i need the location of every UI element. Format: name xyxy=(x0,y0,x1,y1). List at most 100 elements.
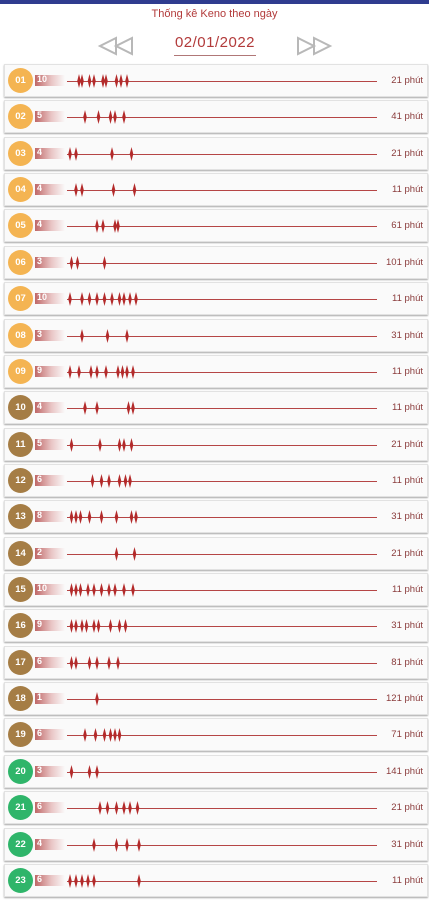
double-right-arrow-icon[interactable] xyxy=(294,36,334,56)
hit-marker xyxy=(69,510,74,525)
hit-markers xyxy=(83,110,126,125)
number-row[interactable]: 15 10 11 phút xyxy=(4,573,428,607)
number-row[interactable]: 12 6 11 phút xyxy=(4,463,428,497)
draw-timeline xyxy=(67,553,377,555)
number-row[interactable]: 16 9 31 phút xyxy=(4,609,428,643)
hit-marker xyxy=(131,401,135,416)
date-display[interactable]: 02/01/2022 xyxy=(174,34,256,51)
number-row[interactable]: 02 5 41 phút xyxy=(4,100,428,134)
hit-markers xyxy=(83,728,122,743)
time-since-last-hit: 11 phút xyxy=(392,365,423,377)
hit-marker xyxy=(68,364,72,379)
hit-count-badge: 6 xyxy=(35,801,65,814)
hit-marker xyxy=(87,764,92,779)
number-row[interactable]: 06 3 101 phút xyxy=(4,245,428,279)
draw-timeline xyxy=(67,844,377,846)
hit-count-badge: 3 xyxy=(35,329,65,341)
hit-marker xyxy=(87,510,92,525)
hit-marker xyxy=(105,801,110,816)
number-row[interactable]: 23 6 11 phút xyxy=(4,863,428,897)
hit-count-value: 6 xyxy=(37,801,43,812)
number-ball: 21 xyxy=(8,795,33,821)
number-row[interactable]: 04 4 11 phút xyxy=(4,173,428,207)
draw-timeline xyxy=(67,808,377,810)
hit-count-value: 4 xyxy=(37,146,43,157)
hit-marker xyxy=(83,110,87,125)
hit-marker xyxy=(74,873,78,888)
number-ball: 09 xyxy=(8,358,33,384)
number-row[interactable]: 10 4 11 phút xyxy=(4,391,428,425)
hit-marker xyxy=(125,364,129,379)
number-ball: 10 xyxy=(8,395,33,421)
time-since-last-hit: 31 phút xyxy=(391,838,423,850)
number-row[interactable]: 09 9 11 phút xyxy=(4,354,428,388)
number-row[interactable]: 01 10 21 phút xyxy=(4,64,428,97)
number-row[interactable]: 11 5 21 phút xyxy=(4,427,428,461)
time-since-last-hit: 11 phút xyxy=(392,184,423,196)
hit-marker xyxy=(93,728,98,743)
time-since-last-hit: 21 phút xyxy=(391,547,423,559)
hit-count-value: 4 xyxy=(37,401,43,412)
hit-marker xyxy=(129,510,134,525)
hit-marker xyxy=(78,510,83,525)
time-since-last-hit: 31 phút xyxy=(391,329,423,341)
draw-timeline xyxy=(67,408,377,410)
hit-marker xyxy=(108,110,113,125)
hit-marker xyxy=(128,801,132,816)
hit-markers xyxy=(90,473,132,488)
hit-marker xyxy=(92,583,96,598)
hit-marker xyxy=(116,219,120,234)
number-row[interactable]: 05 4 61 phút xyxy=(4,209,428,243)
number-row[interactable]: 03 4 21 phút xyxy=(4,136,428,170)
hit-marker xyxy=(92,74,96,88)
hit-marker xyxy=(83,728,87,743)
hit-marker xyxy=(96,619,101,634)
time-since-last-hit: 141 phút xyxy=(386,765,423,777)
number-row[interactable]: 22 4 31 phút xyxy=(4,827,428,861)
hit-count-badge: 8 xyxy=(35,510,65,523)
hit-marker xyxy=(132,546,137,561)
hit-count-badge: 6 xyxy=(35,656,65,668)
time-since-last-hit: 81 phút xyxy=(391,656,423,668)
hit-marker xyxy=(74,146,78,161)
number-row[interactable]: 14 2 21 phút xyxy=(4,536,428,570)
hit-markers xyxy=(114,546,137,561)
number-row[interactable]: 18 1 121 phút xyxy=(4,682,428,716)
double-left-arrow-icon[interactable] xyxy=(96,36,136,56)
draw-timeline xyxy=(67,335,377,337)
hit-marker xyxy=(117,292,122,307)
hit-count-badge: 10 xyxy=(35,292,65,305)
number-ball: 20 xyxy=(8,758,33,784)
hit-marker xyxy=(114,546,119,561)
hit-marker xyxy=(117,728,122,743)
number-ball: 07 xyxy=(8,286,33,312)
number-row[interactable]: 13 8 31 phút xyxy=(4,500,428,534)
hit-count-value: 1 xyxy=(37,692,43,703)
number-ball: 18 xyxy=(8,686,33,712)
top-accent-bar xyxy=(0,0,429,4)
hit-marker xyxy=(117,619,122,634)
hit-count-value: 9 xyxy=(37,619,43,630)
hit-marker xyxy=(95,219,99,234)
number-row[interactable]: 07 10 11 phút xyxy=(4,282,428,316)
hit-count-value: 2 xyxy=(37,546,43,557)
time-since-last-hit: 121 phút xyxy=(386,693,423,705)
hit-marker xyxy=(131,583,135,598)
hit-marker xyxy=(102,292,107,307)
number-ball: 08 xyxy=(8,322,33,348)
draw-timeline xyxy=(67,517,377,519)
hit-count-badge: 4 xyxy=(35,146,65,159)
number-row[interactable]: 20 3 141 phút xyxy=(4,754,428,788)
number-row[interactable]: 21 6 21 phút xyxy=(4,791,428,825)
number-row[interactable]: 08 3 31 phút xyxy=(4,318,428,352)
hit-count-badge: 6 xyxy=(35,728,65,741)
hit-markers xyxy=(83,401,135,416)
hit-marker xyxy=(95,401,99,416)
hit-marker xyxy=(104,364,108,379)
hit-marker xyxy=(86,583,90,598)
hit-count-badge: 4 xyxy=(35,401,65,414)
hit-marker xyxy=(113,583,117,598)
hit-marker xyxy=(113,110,117,125)
number-row[interactable]: 17 6 81 phút xyxy=(4,645,428,679)
number-row[interactable]: 19 6 71 phút xyxy=(4,718,428,752)
